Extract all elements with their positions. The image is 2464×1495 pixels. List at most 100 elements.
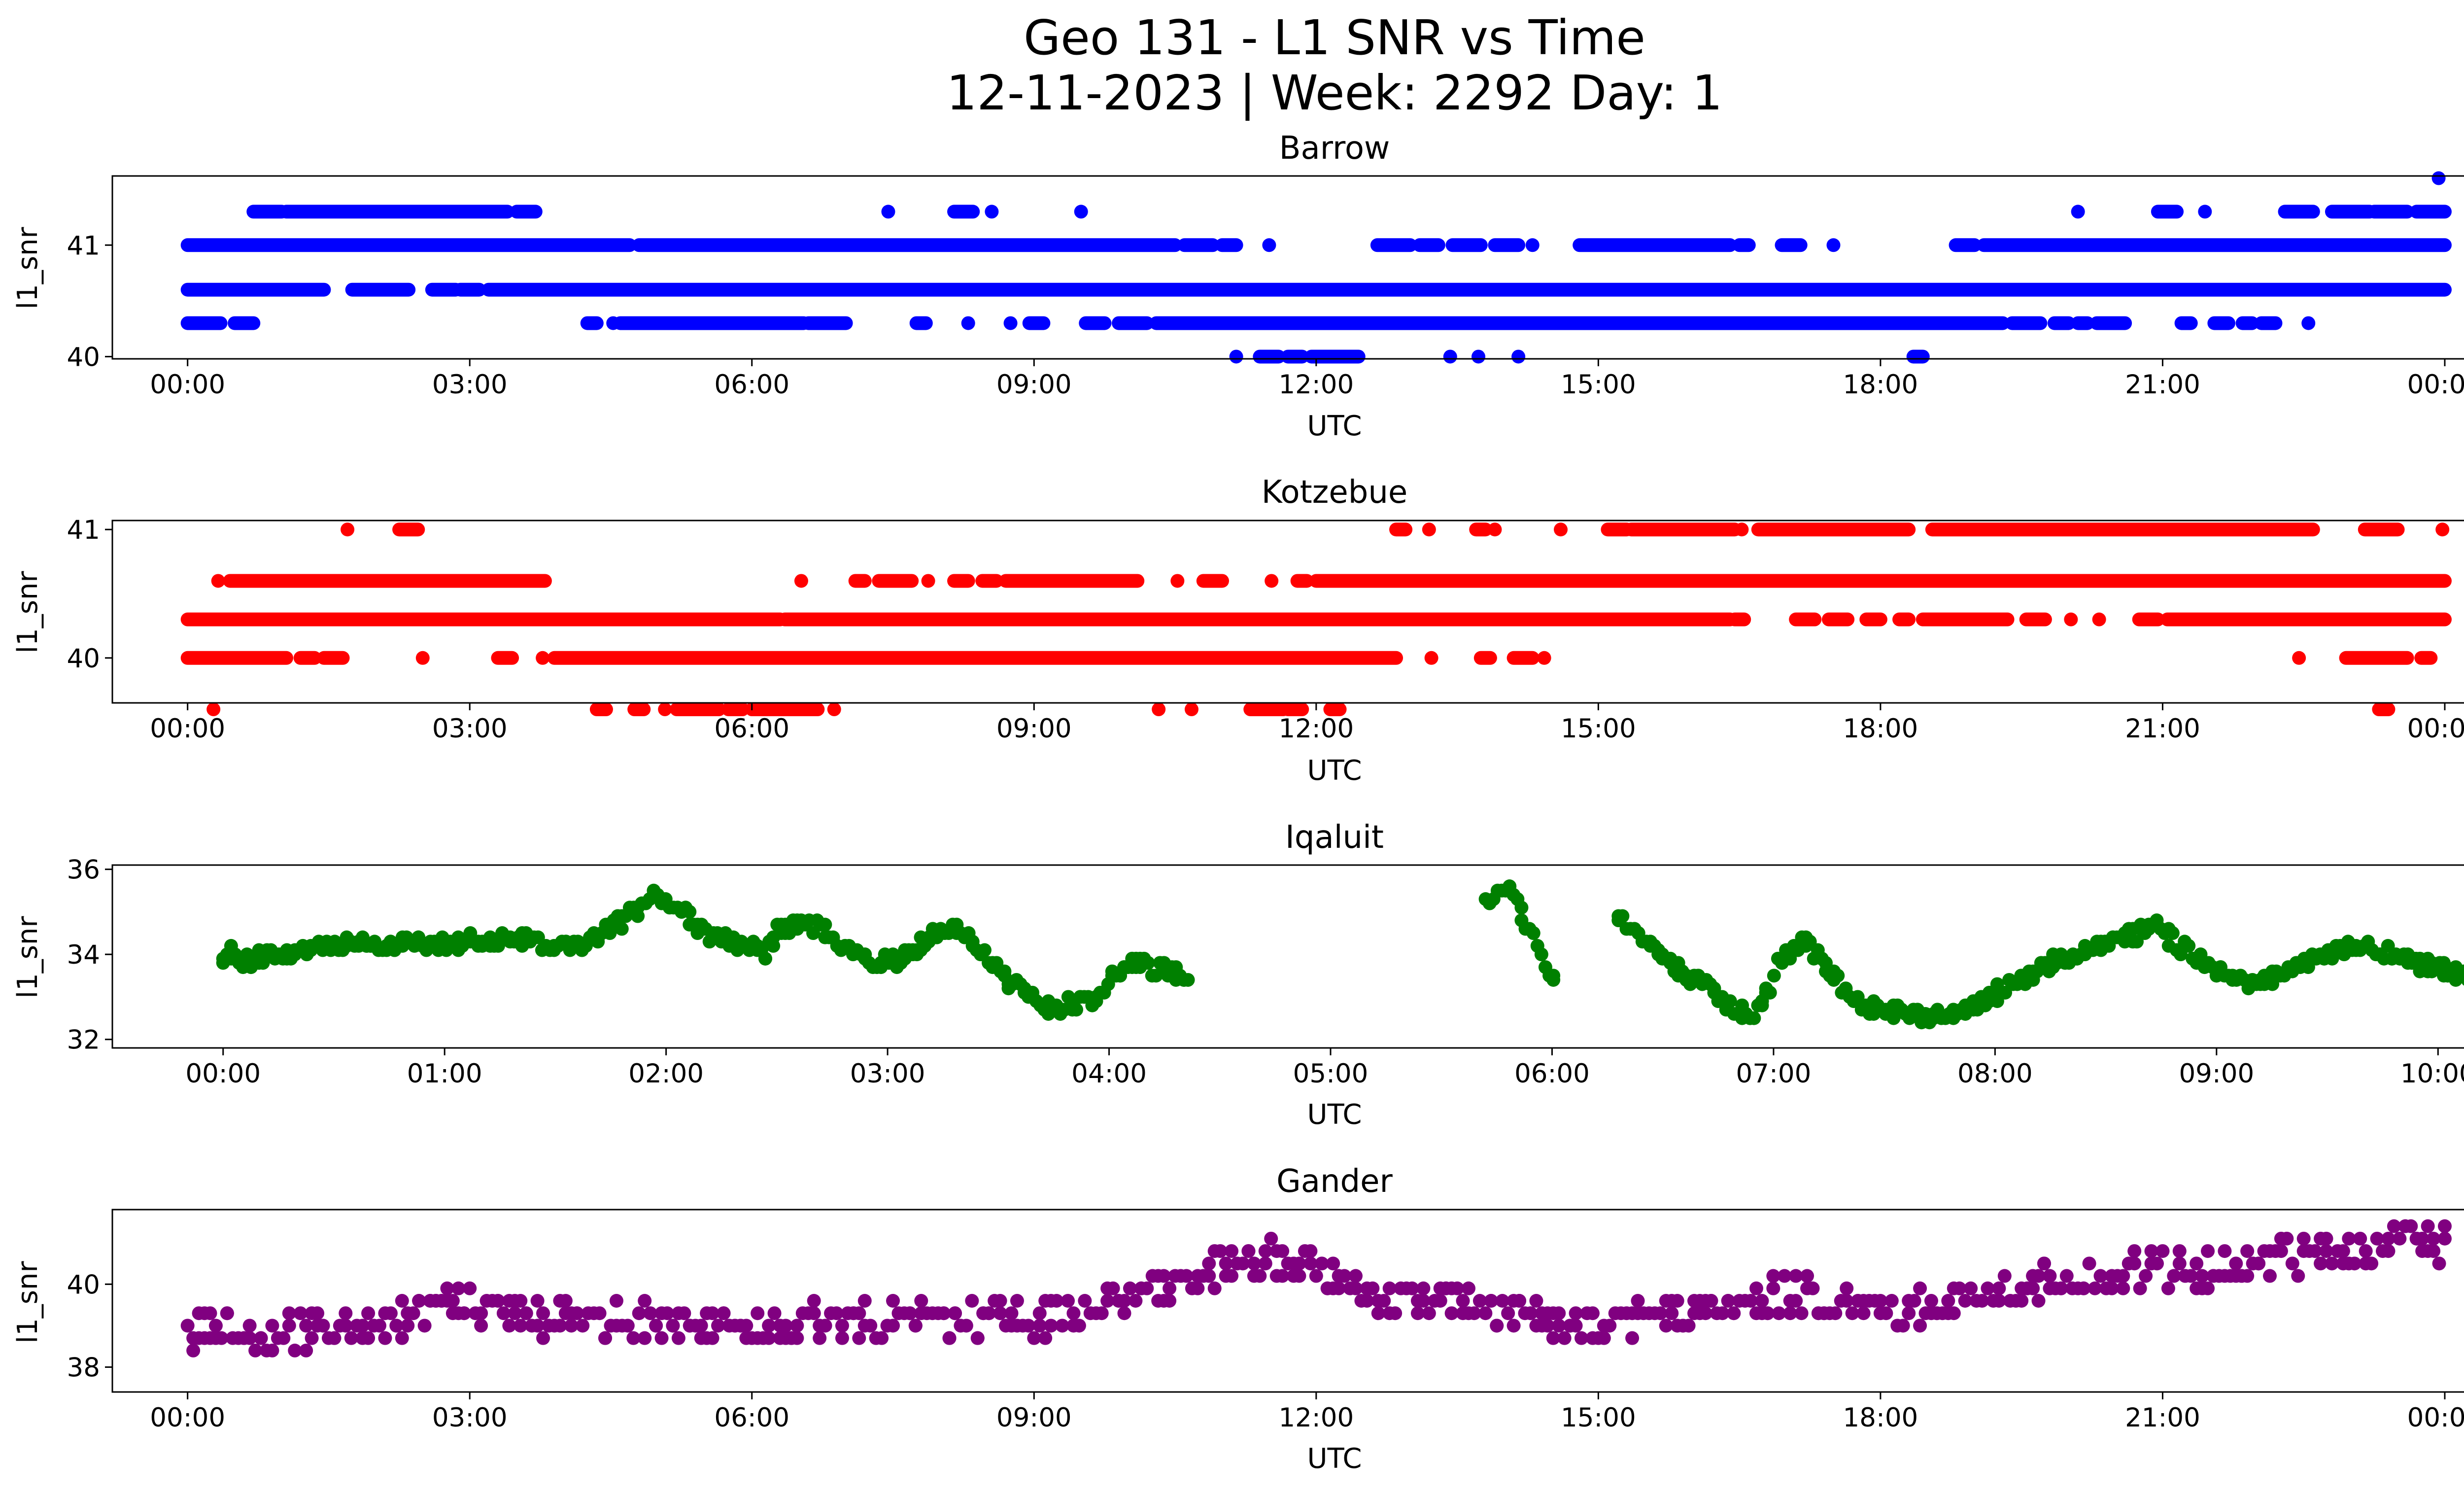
data-point <box>2457 964 2464 978</box>
data-point <box>1207 1281 1222 1295</box>
x-tick-label: 06:00 <box>1514 1059 1590 1089</box>
data-point <box>1574 1331 1589 1345</box>
data-point <box>654 1331 669 1345</box>
data-point-run <box>2367 205 2414 219</box>
data-point <box>997 964 1012 978</box>
panel-title: Gander <box>1276 1163 1393 1200</box>
data-point <box>875 1331 889 1345</box>
data-point <box>965 1294 979 1308</box>
data-point-run <box>392 522 425 537</box>
axes-frame <box>111 175 2464 360</box>
data-point <box>1495 1294 1509 1308</box>
data-point <box>2093 1269 2108 1283</box>
data-point <box>1038 1331 1053 1345</box>
y-axis: 38 40 <box>67 1270 112 1383</box>
data-point <box>2427 1231 2441 1246</box>
data-point <box>2161 1281 2175 1295</box>
data-point <box>2431 171 2446 185</box>
data-point <box>739 1319 753 1333</box>
data-point-run <box>1949 238 1982 252</box>
data-point <box>1213 1244 1228 1258</box>
data-point-run <box>848 574 872 588</box>
data-point <box>2435 522 2450 537</box>
data-point-run <box>2358 522 2405 537</box>
data-point <box>2201 1281 2215 1295</box>
data-point <box>835 1331 849 1345</box>
data-point <box>1902 1306 1916 1321</box>
data-point <box>1170 574 1185 588</box>
data-point <box>1456 1294 1470 1308</box>
data-point <box>395 1294 409 1308</box>
data-point <box>1004 1306 1019 1321</box>
y-tick-label: 36 <box>67 855 100 885</box>
data-point <box>1557 1331 1572 1345</box>
data-point <box>1947 1306 1961 1321</box>
data-point-run <box>1309 574 2452 588</box>
figure-title-line2: 12-11-2023 | Week: 2292 Day: 1 <box>947 65 1723 121</box>
data-point <box>406 1306 420 1321</box>
panel-gander: Gander UTC l1_snr 00:00 03:00 06:00 09:00 12… <box>12 1163 2464 1475</box>
data-point <box>2291 1269 2305 1283</box>
data-point <box>827 702 841 717</box>
data-point <box>282 1306 296 1321</box>
data-point <box>2308 1244 2322 1258</box>
data-point <box>1275 1244 1290 1258</box>
data-point-run <box>2207 316 2236 330</box>
data-point <box>1884 1294 1899 1308</box>
data-point <box>1826 238 1841 252</box>
x-tick-label: 00:00 <box>150 370 225 400</box>
data-point <box>361 1306 376 1321</box>
data-point <box>378 1331 392 1345</box>
x-tick-label: 00:00 <box>2407 714 2464 744</box>
x-tick-label: 21:00 <box>2125 714 2200 744</box>
y-tick-label: 38 <box>67 1353 100 1383</box>
data-point <box>857 1294 872 1308</box>
data-point <box>2301 316 2316 330</box>
data-point <box>717 1306 731 1321</box>
data-point <box>1484 1294 1498 1308</box>
data-point <box>1907 1294 1921 1308</box>
data-point <box>1382 1281 1397 1295</box>
data-point <box>1366 1281 1380 1295</box>
data-point-run <box>510 205 543 219</box>
y-axis-label: l1_snr <box>12 571 44 654</box>
data-point <box>1303 1256 1318 1271</box>
data-point <box>767 1306 782 1321</box>
data-point <box>1924 1294 1938 1308</box>
data-point <box>643 1306 657 1321</box>
y-tick-label: 40 <box>67 1270 100 1300</box>
x-axis: 00:00 03:00 06:00 09:00 12:00 15:00 18:00 21:00… <box>150 359 2464 400</box>
panel-title: Kotzebue <box>1262 474 1408 511</box>
x-tick-label: 00:00 <box>2407 370 2464 400</box>
data-point <box>977 943 992 957</box>
data-point <box>2336 1244 2350 1258</box>
data-point <box>1772 1306 1786 1321</box>
data-point <box>1840 1294 1854 1308</box>
data-point <box>2182 939 2196 953</box>
data-point <box>1512 1294 1527 1308</box>
data-point-run <box>2254 316 2283 330</box>
data-point <box>638 1331 652 1345</box>
x-tick-label: 00:00 <box>2407 1403 2464 1433</box>
data-point <box>1755 1294 1769 1308</box>
data-point <box>1659 1319 1673 1333</box>
data-point <box>2427 1244 2441 1258</box>
data-point <box>1184 702 1198 717</box>
data-point <box>451 1281 466 1295</box>
data-point <box>1163 1281 1177 1295</box>
data-point <box>1744 1294 1758 1308</box>
data-point <box>1066 1306 1081 1321</box>
data-point <box>1405 1281 1419 1295</box>
data-point-run <box>293 651 322 665</box>
data-point <box>1840 1281 1854 1295</box>
data-point <box>401 1319 415 1333</box>
data-point <box>1514 901 1529 915</box>
axes-frame <box>111 864 2464 1049</box>
data-point <box>807 1294 821 1308</box>
data-point <box>1462 1281 1476 1295</box>
data-point-run <box>1906 349 1930 364</box>
data-point <box>1225 1269 1239 1283</box>
data-point <box>2421 1219 2435 1233</box>
data-point <box>1326 1256 1340 1271</box>
data-point <box>1100 1294 1115 1308</box>
